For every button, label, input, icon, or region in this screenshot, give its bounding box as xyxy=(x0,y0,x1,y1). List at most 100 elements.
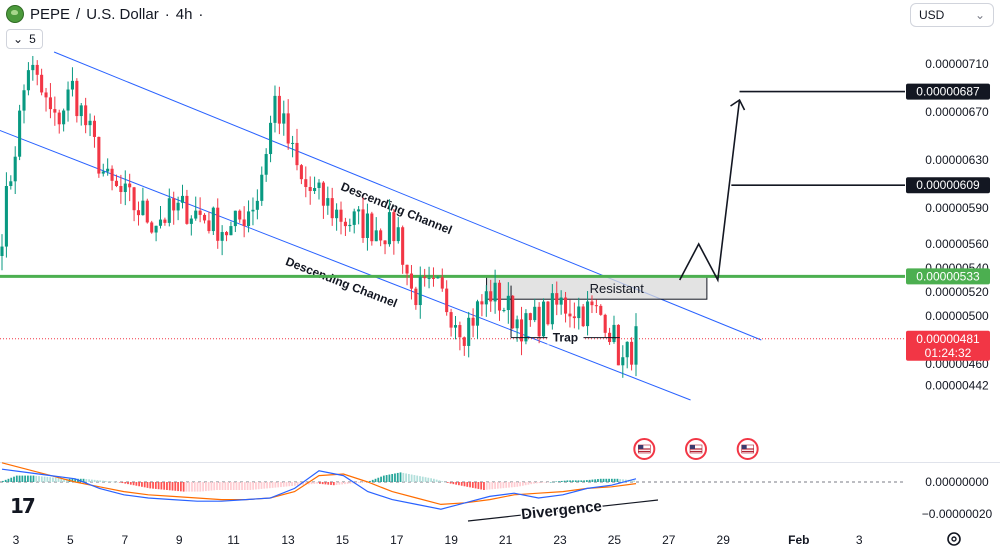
candle-body xyxy=(524,313,528,342)
candle-body xyxy=(572,316,576,319)
macd-histogram-bar xyxy=(27,475,29,482)
macd-histogram-bar xyxy=(21,475,24,482)
flag-canton xyxy=(690,445,695,449)
candle-body xyxy=(603,314,607,333)
candle-body xyxy=(326,198,330,206)
candle-body xyxy=(198,210,202,215)
macd-histogram-bar xyxy=(330,482,332,485)
macd-histogram-bar xyxy=(52,477,54,482)
candle-body xyxy=(321,182,325,206)
macd-histogram-bar xyxy=(435,479,438,482)
candle-body xyxy=(387,212,391,245)
macd-histogram-bar xyxy=(210,482,213,491)
macd-histogram-bar xyxy=(355,482,357,484)
time-tick-label: 3 xyxy=(856,533,863,547)
macd-line xyxy=(1,468,637,510)
candle-body xyxy=(48,97,52,110)
candle-body xyxy=(163,219,167,223)
symbol-header[interactable]: PEPE / U.S. Dollar · 4h · xyxy=(6,4,203,24)
macd-histogram-bar xyxy=(613,478,616,482)
candle-body xyxy=(515,319,519,329)
currency-select[interactable]: USD ⌄ xyxy=(910,3,994,27)
macd-histogram-bar xyxy=(471,482,474,488)
candle-body xyxy=(84,105,88,126)
macd-histogram-bar xyxy=(54,477,57,482)
candle-body xyxy=(75,80,79,117)
candle-body xyxy=(62,110,66,125)
candle-body xyxy=(9,181,13,186)
price-tick-label: 0.00000442 xyxy=(925,379,989,393)
candle-body xyxy=(304,179,308,188)
macd-histogram-bar xyxy=(585,480,588,482)
candle-body xyxy=(528,313,532,321)
macd-histogram-bar xyxy=(107,481,110,482)
candle-body xyxy=(511,295,515,329)
candle-body xyxy=(70,80,74,90)
candle-body xyxy=(247,211,251,227)
candle-body xyxy=(625,341,629,358)
macd-histogram-bar xyxy=(85,479,88,482)
candle-body xyxy=(123,183,127,193)
macd-histogram-bar xyxy=(71,478,74,482)
candle-body xyxy=(361,209,365,239)
macd-histogram-bar xyxy=(510,482,513,488)
macd-histogram-bar xyxy=(371,479,374,482)
candle-body xyxy=(119,186,123,193)
macd-histogram-bar xyxy=(207,482,210,491)
economic-events xyxy=(633,438,759,460)
candle-body xyxy=(559,297,563,305)
indicators-toggle[interactable]: ⌄ 5 xyxy=(6,29,43,49)
candle-body xyxy=(40,74,44,93)
price-tick-label: 0.00000500 xyxy=(925,309,989,323)
gear-icon[interactable] xyxy=(947,532,961,546)
macd-histogram-bar xyxy=(171,482,174,491)
candle-body xyxy=(564,297,568,314)
candle-body xyxy=(233,210,237,227)
candle-body xyxy=(502,310,506,312)
macd-histogram-bar xyxy=(441,481,444,482)
macd-histogram-bar xyxy=(577,480,580,482)
macd-histogram-bar xyxy=(266,482,268,489)
candle-body xyxy=(489,291,493,302)
tradingview-logo-icon[interactable]: 17 xyxy=(10,494,36,518)
candle-body xyxy=(339,209,343,222)
macd-histogram-bar xyxy=(597,479,599,482)
macd-histogram-bar xyxy=(13,476,15,482)
macd-histogram-bar xyxy=(224,482,227,490)
flag-canton xyxy=(638,445,644,449)
macd-histogram-bar xyxy=(499,482,502,489)
macd-histogram-bar xyxy=(268,482,271,489)
macd-histogram-bar xyxy=(463,482,466,487)
macd-histogram-bar xyxy=(555,481,558,482)
candle-body xyxy=(150,222,154,233)
macd-histogram-bar xyxy=(605,478,608,482)
candle-body xyxy=(546,301,550,325)
candle-body xyxy=(352,211,356,225)
candle-body xyxy=(365,213,369,239)
macd-histogram-bar xyxy=(49,477,52,482)
candle-body xyxy=(471,317,475,326)
candle-body xyxy=(158,219,163,226)
candle-body xyxy=(136,210,141,216)
time-tick-label: 7 xyxy=(121,533,128,547)
macd-histogram-bar xyxy=(424,477,427,482)
macd-histogram-bar xyxy=(154,482,157,489)
macd-histogram-bar xyxy=(127,482,129,485)
macd-histogram-bar xyxy=(541,482,544,483)
macd-histogram-bar xyxy=(235,482,238,490)
macd-histogram-bar xyxy=(227,482,230,490)
candle-body xyxy=(101,171,105,174)
interval-label[interactable]: 4h xyxy=(175,5,193,23)
macd-histogram-bar xyxy=(57,478,60,482)
macd-histogram-bar xyxy=(396,472,399,482)
macd-histogram-bar xyxy=(485,482,488,490)
macd-histogram-bar xyxy=(560,480,563,482)
macd-histogram-bar xyxy=(174,482,177,491)
price-labels: 0.00000687 0.00000609 0.00000533 0.00000481… xyxy=(906,83,990,361)
candle-body xyxy=(581,306,585,327)
time-tick-label: 3 xyxy=(13,533,20,547)
macd-histogram-bar xyxy=(288,482,291,487)
candlestick-series xyxy=(0,55,638,378)
macd-histogram-bar xyxy=(296,482,299,486)
